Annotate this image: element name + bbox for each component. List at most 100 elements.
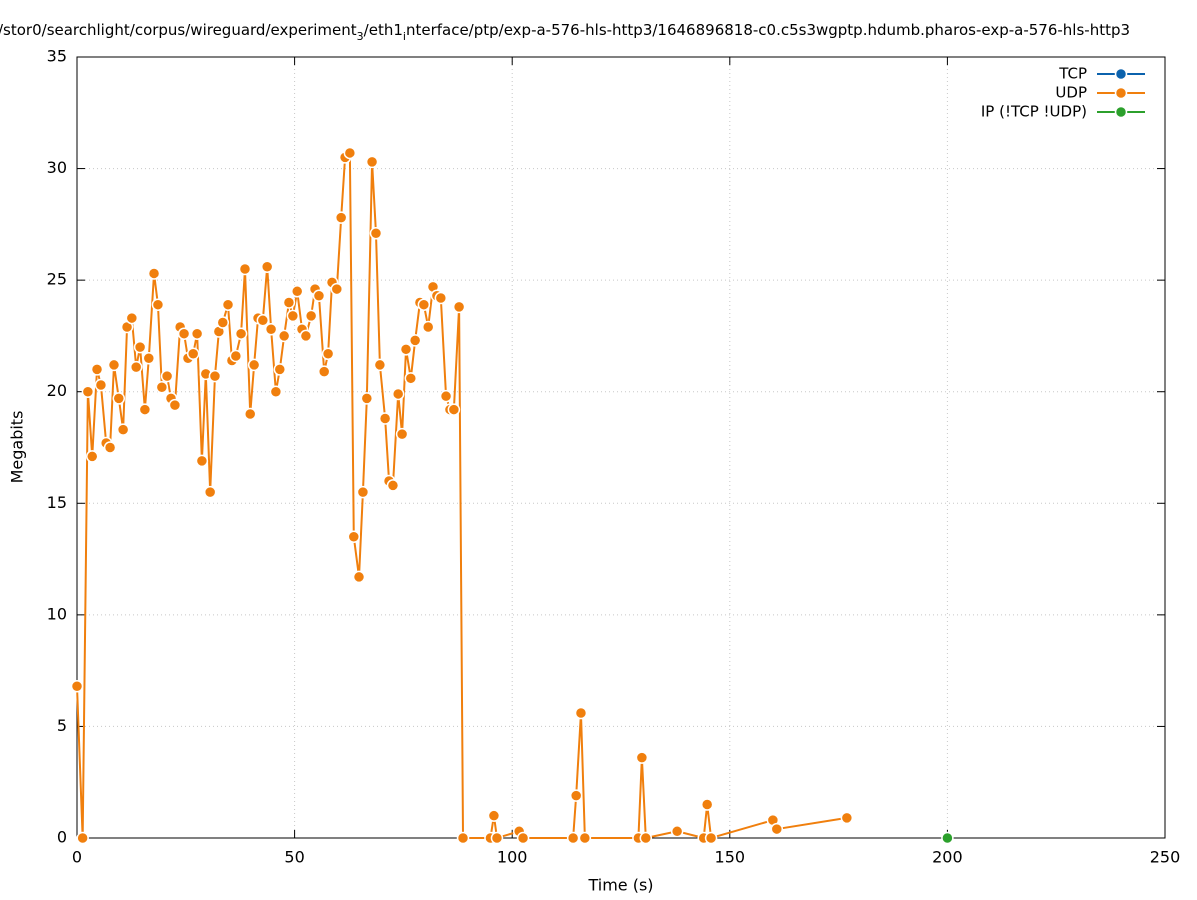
y-tick-label: 35	[47, 47, 67, 66]
data-point	[125, 311, 139, 325]
data-point	[94, 378, 108, 392]
data-point	[186, 347, 200, 361]
x-tick-label: 200	[932, 848, 963, 867]
data-point	[76, 831, 89, 845]
data-point	[490, 831, 504, 845]
data-point	[391, 387, 405, 401]
data-point	[151, 298, 165, 311]
data-point	[138, 403, 152, 416]
plot-frame	[76, 56, 1166, 839]
data-point	[216, 316, 230, 329]
legend-marker	[1114, 86, 1128, 100]
data-point	[566, 831, 580, 845]
data-point	[417, 298, 431, 311]
data-point	[142, 351, 156, 365]
title-text: /stor0/searchlight/corpus/wireguard/expe…	[0, 21, 1130, 43]
data-point	[260, 260, 274, 274]
data-point	[195, 454, 209, 468]
x-tick-label: 100	[497, 848, 528, 867]
title-part: nterface/ptp/exp-a-576-hls-http3/1646896…	[406, 21, 1130, 39]
data-point	[234, 327, 248, 340]
data-point	[373, 358, 387, 372]
data-point	[90, 363, 104, 376]
data-point	[330, 282, 344, 296]
legend-marker	[1114, 67, 1128, 81]
data-point	[516, 831, 530, 845]
data-point	[578, 831, 592, 845]
x-axis-label: Time (s)	[587, 876, 653, 895]
data-point	[704, 831, 718, 845]
data-point	[635, 751, 649, 764]
data-point	[221, 298, 235, 311]
data-point	[304, 309, 318, 323]
data-point	[81, 385, 95, 398]
x-tick-label: 0	[72, 848, 82, 867]
data-point	[238, 262, 252, 276]
title-part: /stor0/searchlight/corpus/wireguard/expe…	[0, 21, 357, 39]
data-point	[107, 358, 121, 372]
data-point	[840, 811, 854, 825]
data-point	[282, 296, 296, 309]
y-tick-label: 0	[57, 828, 67, 847]
data-point	[941, 831, 954, 845]
data-point	[321, 347, 335, 361]
chart-title: /stor0/searchlight/corpus/wireguard/expe…	[0, 21, 1130, 43]
data-point	[360, 392, 374, 405]
y-axis-label: Megabits	[8, 411, 27, 484]
data-point	[356, 485, 370, 499]
data-point	[168, 398, 182, 412]
y-tick-label: 30	[47, 158, 67, 177]
x-tick-label: 250	[1150, 848, 1181, 867]
data-point	[177, 327, 191, 340]
legend-label: IP (!TCP !UDP)	[981, 103, 1087, 121]
data-point	[421, 320, 435, 334]
data-point	[456, 831, 470, 845]
data-point	[133, 340, 147, 354]
data-point	[399, 343, 413, 356]
title-part: /eth1	[364, 21, 403, 39]
y-tick-label: 10	[47, 604, 67, 623]
data-point	[277, 329, 291, 343]
series-line	[76, 150, 848, 840]
data-point	[408, 334, 422, 347]
data-point	[352, 570, 366, 584]
title-subscript: 3	[357, 30, 364, 43]
data-point	[404, 372, 418, 385]
legend-label: UDP	[1055, 84, 1087, 102]
data-point	[447, 403, 461, 416]
data-point	[334, 211, 348, 224]
data-point	[639, 831, 653, 845]
data-point	[243, 407, 257, 421]
data-point	[569, 789, 583, 802]
data-point	[247, 358, 261, 372]
data-point	[273, 363, 287, 376]
y-tick-label: 5	[57, 716, 67, 735]
data-point	[395, 427, 409, 441]
data-point	[264, 322, 278, 336]
data-point	[116, 423, 130, 436]
data-point	[299, 329, 313, 343]
x-tick-label: 150	[715, 848, 746, 867]
y-tick-label: 20	[47, 381, 67, 400]
data-point	[574, 706, 588, 720]
y-tick-label: 25	[47, 270, 67, 289]
legend-marker	[1114, 105, 1128, 119]
data-point	[112, 392, 126, 405]
data-point	[369, 227, 383, 240]
data-point	[256, 314, 270, 327]
data-point	[347, 530, 361, 544]
data-point	[317, 365, 331, 378]
data-point	[129, 360, 143, 374]
data-point	[290, 285, 304, 298]
data-point	[670, 825, 684, 838]
data-point	[203, 485, 217, 499]
data-point	[452, 300, 466, 314]
data-point	[312, 289, 326, 303]
data-point	[365, 155, 379, 169]
data-point	[487, 809, 501, 822]
data-point	[190, 327, 204, 340]
data-point	[155, 381, 169, 394]
data-point	[286, 309, 300, 323]
data-point	[229, 349, 243, 363]
data-point	[269, 385, 283, 398]
